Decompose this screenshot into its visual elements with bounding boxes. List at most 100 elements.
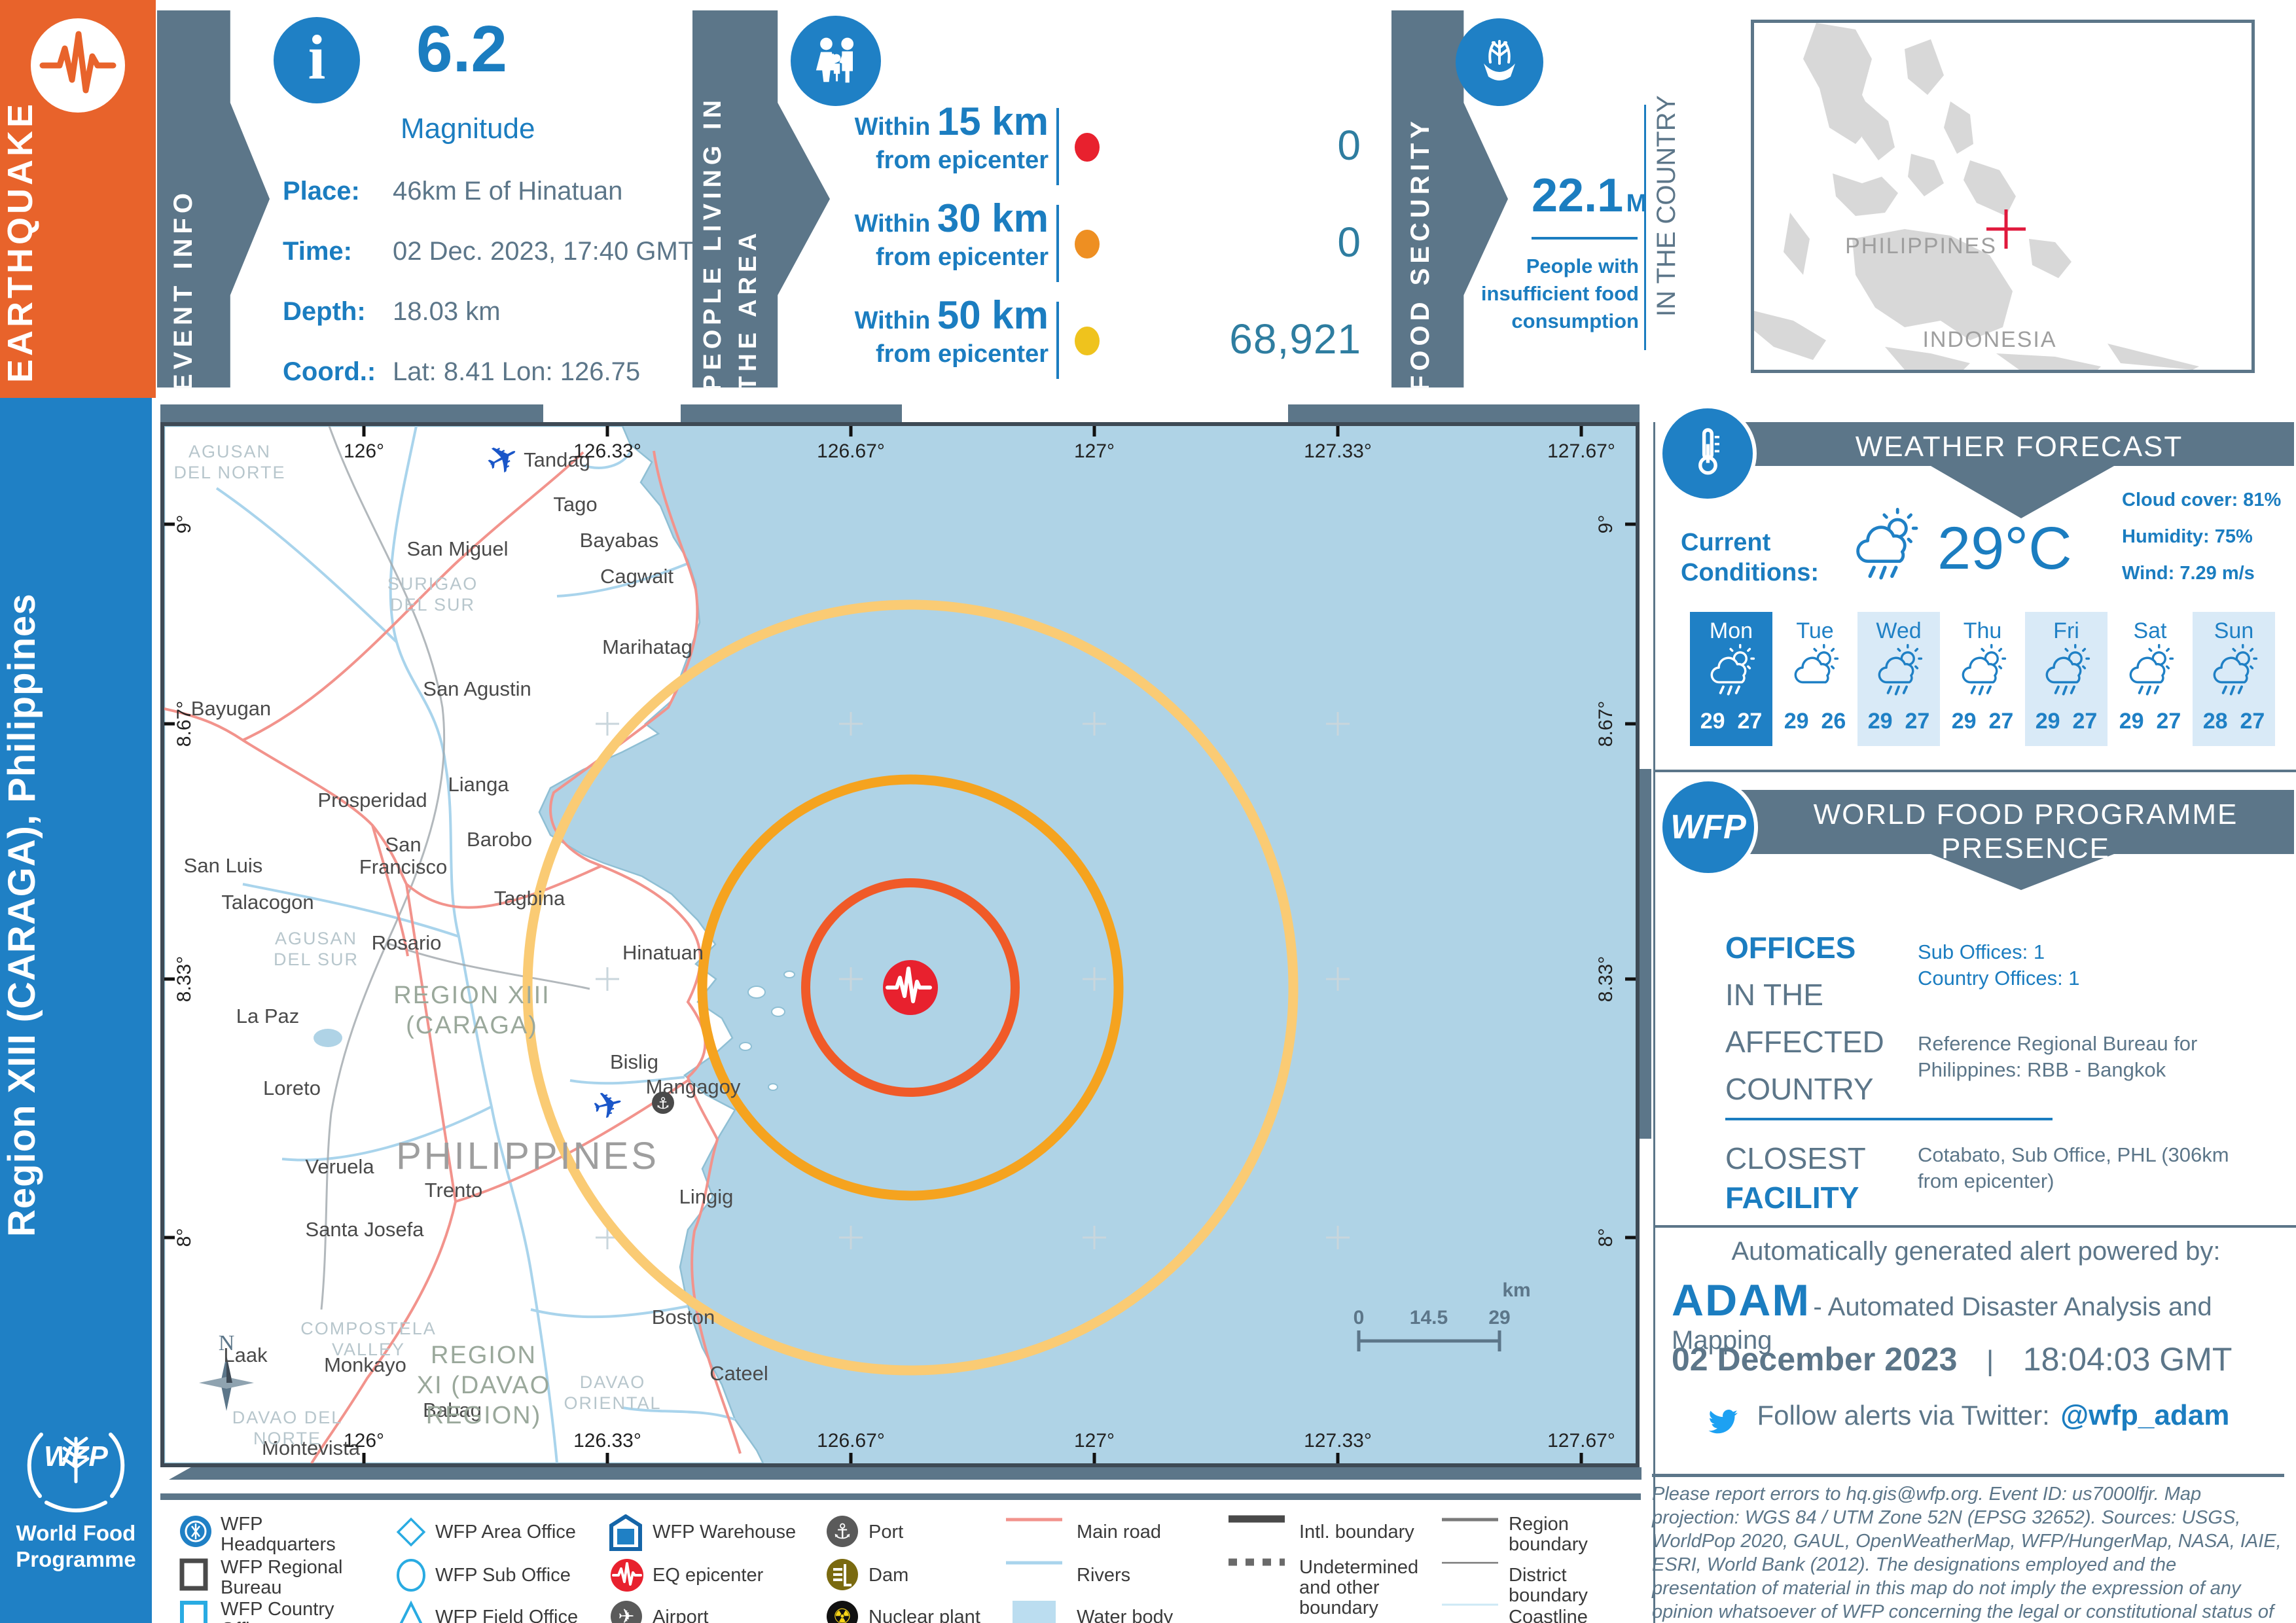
regionb-legend-icon [1442,1514,1498,1526]
people-stat-row: Within 30 km from epicenter 0 [808,199,1361,298]
map-town-label: Marihatag [602,635,692,658]
svg-text:⚓: ⚓ [833,1519,852,1544]
day-temps: 29 27 [1951,709,2014,734]
presence-divider [1725,1118,2053,1120]
road-legend-icon [1006,1514,1062,1526]
presence-title-2: PRESENCE [1941,832,2111,865]
waterbody-legend-icon [1006,1599,1062,1623]
adam-panel: Automatically generated alert powered by… [1656,1228,2296,1469]
weather-stat: Cloud cover: 81% [2122,490,2282,510]
forecast-days: Mon 29 27 Tue 29 26 Wed 29 27 Thu [1690,398,2279,751]
axis-label-left: 8.67° [173,701,195,747]
people-stat-row: Within 15 km from epicenter 0 [808,102,1361,201]
region-side-band: Region XIII (CARAGA), Philippines WFP Wo… [0,398,152,1623]
district-legend-icon [1442,1558,1498,1569]
food-scope-label: IN THE COUNTRY [1652,95,1681,317]
map-town-label: Mangagoy [646,1075,741,1098]
alert-date: 02 December 2023 [1672,1341,1958,1378]
weather-stats: Cloud cover: 81% Humidity: 75% Wind: 7.29 … [2122,482,2296,592]
map-town-label: Lianga [448,773,509,796]
legend-label: WFP Warehouse [653,1522,797,1543]
weather-banner [1734,422,2294,518]
field-legend-icon [393,1599,429,1623]
wfp-logo-text: WFP [44,1440,108,1472]
legend-label: WFP Regional Bureau [221,1557,343,1598]
scalebar-end: 29 [1488,1307,1510,1329]
map-country-label: PHILIPPINES [396,1135,659,1177]
wfp-circle-icon: WFP [1659,777,1758,877]
sub-offices-count: Sub Offices: 1 [1918,940,2045,963]
axis-label-right: 9° [1595,515,1617,534]
day-weather-icon [1941,644,2024,704]
day-name: Wed [1876,618,1922,643]
office-counts: Sub Offices: 1 Country Offices: 1 [1918,939,2080,991]
presence-banner [1734,790,2294,890]
legend-label: Water body [1077,1607,1174,1623]
adam-name-suffix: - Automated Disaster Analysis and Mappin… [1672,1293,2212,1355]
main-map[interactable]: ✈ ⚓ ✈ N Tandag Tago Bayabas Cagwait San Migu… [160,422,1640,1467]
day-temps: 28 27 [2202,709,2265,734]
alert-time: 18:04:03 GMT [2022,1341,2233,1378]
thermometer-icon [1659,404,1757,503]
map-region-label: REGION XI (DAVAO REGION) [417,1342,551,1429]
day-temps: 29 27 [1867,709,1930,734]
legend-label: EQ epicenter [653,1565,764,1586]
svg-text:☢: ☢ [833,1604,852,1623]
event-row-label: Coord.: [283,357,376,386]
map-town-label: Bislig [610,1050,658,1073]
map-town-label: Rosario [372,931,442,954]
forecast-day-thu: Thu 29 27 [1941,612,2024,746]
event-row-label: Time: [283,237,352,266]
map-town-label: Montevista [262,1436,361,1459]
map-town-label: Bayabas [580,529,659,552]
food-divider [1532,237,1638,240]
area-legend-icon [393,1514,429,1553]
day-weather-icon [1774,644,1856,704]
axis-label-top: 127.67° [1547,440,1615,462]
map-top-tab-1 [160,404,543,422]
food-security-section-label: FOOD SECURITY [1406,116,1435,391]
map-town-label: Bayugan [191,697,271,720]
people-row-divider [1056,205,1059,282]
event-info-section-label: EVENT INFO [169,188,198,391]
magnitude-value: 6.2 [416,12,508,86]
lake [314,1029,342,1047]
axis-label-bottom: 127.67° [1547,1430,1615,1452]
weather-stat: Humidity: 75% [2122,526,2253,547]
map-town-label: Cagwait [600,565,673,588]
map-top-tab-2 [681,404,902,422]
event-info-row: Coord.: Lat: 8.41 Lon: 126.75 [283,357,702,387]
legend-label: WFP Headquarters [221,1514,336,1555]
scalebar-0: 0 [1354,1307,1365,1329]
wfp-caption-2: Programme [16,1547,136,1571]
info-icon: i [274,17,360,103]
wfp-hq-legend-icon [179,1514,213,1552]
adam-datetime-row: 02 December 2023 | 18:04:03 GMT [1672,1341,2233,1378]
day-temps: 29 27 [2119,709,2181,734]
people-row-divider [1056,108,1059,185]
epicenter-icon [883,960,938,1015]
event-row-label: Depth: [283,297,366,326]
event-info-rows: Place: 46km E of Hinatuan Time: 02 Dec. 2… [283,177,702,418]
closest-facility-value: Cotabato, Sub Office, PHL (306km from ep… [1918,1143,2229,1192]
map-town-label: Lingig [679,1185,734,1208]
day-name: Sat [2133,618,2167,643]
day-temps: 29 27 [1700,709,1763,734]
legend-label: Airport [653,1607,709,1623]
food-bowl-icon [1456,18,1543,106]
right-column-divider [1653,422,1655,1623]
food-caption: People with insufficient food consumptio… [1480,255,1639,332]
axis-label-top: 126° [344,440,384,462]
legend-label: District boundary [1509,1565,1588,1606]
wfp-logo: WFP World Food Programme [10,1419,141,1573]
panel-divider-1 [1653,770,2296,772]
day-weather-icon [2025,644,2108,704]
axis-label-bottom: 126° [344,1430,384,1452]
map-town-label: Trento [425,1179,482,1202]
presence-panel: WFP WORLD FOOD PROGRAMME PRESENCE OFFICE… [1656,772,2296,1225]
twitter-label: Follow alerts via Twitter: [1757,1400,2050,1431]
legend-label: Main road [1077,1522,1161,1543]
twitter-handle-link[interactable]: @wfp_adam [2060,1399,2230,1431]
